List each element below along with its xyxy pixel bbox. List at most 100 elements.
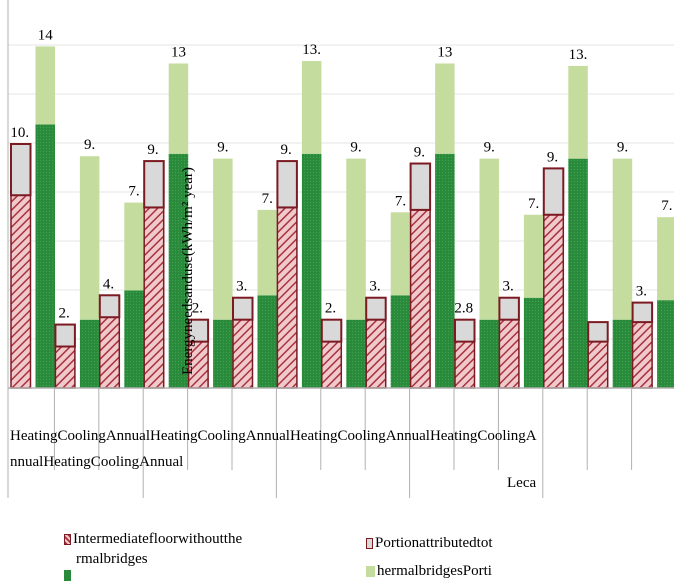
data-label-green: 7. — [528, 196, 539, 212]
data-label-green: 7. — [395, 193, 406, 209]
data-label-green: 7. — [128, 184, 139, 200]
data-label-green: 9. — [617, 140, 628, 156]
axes-layer: Energyneedsandusе(kWh/m² year) — [7, 0, 674, 498]
bar-intermediate-floor — [631, 321, 653, 389]
bar-thermal-bridge-portion — [276, 160, 298, 209]
data-labels-layer: 10. 14 2. 9. 4. 7. 9. 13 2. 9. 3. 7. 9. 13. 2. 9. 3. 7. 9.… — [10, 27, 672, 321]
bar-green — [168, 153, 189, 388]
portion-swatch-icon — [366, 538, 373, 549]
bar-green — [568, 158, 588, 388]
bar-light-green — [79, 156, 100, 320]
bar-green — [435, 153, 455, 388]
bar-light-green — [479, 158, 499, 320]
data-label-total: 2.8 — [454, 301, 473, 317]
data-label-green: 13. — [569, 47, 588, 63]
bar-thermal-bridge-portion — [409, 162, 432, 211]
data-label-green: 9. — [217, 140, 228, 156]
data-label-total: 2. — [192, 301, 203, 317]
bar-green — [301, 153, 322, 388]
bar-light-green — [168, 63, 189, 154]
bar-intermediate-floor — [321, 340, 343, 389]
bar-light-green — [257, 209, 277, 296]
legend-item-intermediate-floor: Intermediatefloorwithoutthe — [64, 531, 242, 548]
bar-intermediate-floor — [143, 206, 165, 389]
data-label-green: 14 — [38, 27, 54, 43]
data-label-total: 2. — [59, 306, 70, 322]
bar-thermal-bridge-portion — [10, 143, 32, 197]
bar-light-green — [301, 61, 322, 154]
bar-green — [79, 319, 100, 388]
bar-light-green — [612, 158, 633, 320]
bar-green — [124, 290, 144, 388]
bar-light-green — [35, 46, 55, 125]
data-label-green: 13. — [302, 42, 321, 58]
bar-thermal-bridge-portion — [320, 318, 343, 343]
data-label-total: 3. — [636, 284, 647, 300]
bar-thermal-bridge-portion — [454, 318, 476, 343]
bar-green — [479, 319, 499, 388]
legend-item-light-green: hermalbridgesPorti — [366, 563, 492, 580]
bar-green — [523, 297, 544, 388]
bar-thermal-bridge-portion — [542, 167, 565, 216]
data-label-green: 9. — [350, 140, 361, 156]
bar-thermal-bridge-portion — [365, 296, 387, 321]
category-labels-line1: HeatingCoolingAnnualHeatingCoolingAnnual… — [10, 428, 537, 444]
legend-label: hermalbridgesPorti — [377, 563, 492, 579]
data-label-green: 13 — [437, 44, 452, 60]
data-label-green: 7. — [661, 198, 672, 214]
data-label-total: 10. — [10, 125, 29, 141]
data-label-total: 9. — [147, 142, 158, 158]
bar-intermediate-floor — [54, 345, 76, 389]
bars-layer — [10, 46, 674, 389]
x-axis-title: Leca — [507, 475, 537, 491]
legend-label: rmalbridges — [76, 551, 148, 567]
bar-light-green — [213, 158, 233, 320]
y-axis-title: Energyneedsandusе(kWh/m² year) — [180, 167, 196, 375]
legend-item-line2: rmalbridges — [76, 551, 148, 568]
bar-green — [213, 319, 233, 388]
legend-item-green — [64, 570, 73, 581]
bar-thermal-bridge-portion — [54, 323, 76, 348]
data-label-total: 4. — [103, 276, 114, 292]
hatch-swatch-icon — [64, 534, 71, 545]
bar-light-green — [435, 63, 455, 154]
legend-label: Portionattributedtot — [375, 535, 493, 551]
data-label-total: 3. — [503, 279, 514, 295]
bar-thermal-bridge-portion — [498, 296, 520, 321]
bar-green — [390, 295, 411, 388]
bar-green — [346, 319, 366, 388]
bar-intermediate-floor — [10, 194, 32, 389]
data-label-green: 9. — [84, 137, 95, 153]
bar-intermediate-floor — [99, 316, 121, 389]
bar-intermediate-floor — [454, 340, 476, 389]
data-label-total: 9. — [547, 149, 558, 165]
data-label-total: 3. — [369, 279, 380, 295]
data-label-green: 13 — [171, 44, 186, 60]
gridlines — [8, 44, 674, 340]
bar-intermediate-floor — [232, 318, 254, 389]
bar-light-green — [390, 212, 411, 296]
bar-intermediate-floor — [543, 214, 565, 389]
category-labels-line2: nnualHeatingCoolingAnnual — [10, 454, 184, 470]
bar-thermal-bridge-portion — [143, 160, 165, 209]
bar-light-green — [523, 214, 544, 298]
bar-green — [257, 295, 277, 388]
legend-label: Intermediatefloorwithoutthe — [73, 531, 243, 547]
bar-thermal-bridge-portion — [98, 294, 121, 319]
data-label-green: 7. — [262, 191, 273, 207]
lightgreen-swatch-icon — [366, 566, 375, 577]
data-label-total: 3. — [236, 279, 247, 295]
data-label-total: 9. — [281, 142, 292, 158]
data-label-total: 2. — [325, 301, 336, 317]
data-label-green: 9. — [484, 140, 495, 156]
bar-intermediate-floor — [276, 206, 298, 389]
bar-thermal-bridge-portion — [631, 301, 654, 324]
bar-green — [657, 300, 674, 388]
green-swatch-icon — [64, 570, 71, 581]
bar-green — [612, 319, 633, 388]
data-label-total: 9. — [414, 145, 425, 161]
bar-light-green — [124, 202, 144, 291]
bar-light-green — [346, 158, 366, 320]
bar-thermal-bridge-portion — [232, 296, 254, 321]
